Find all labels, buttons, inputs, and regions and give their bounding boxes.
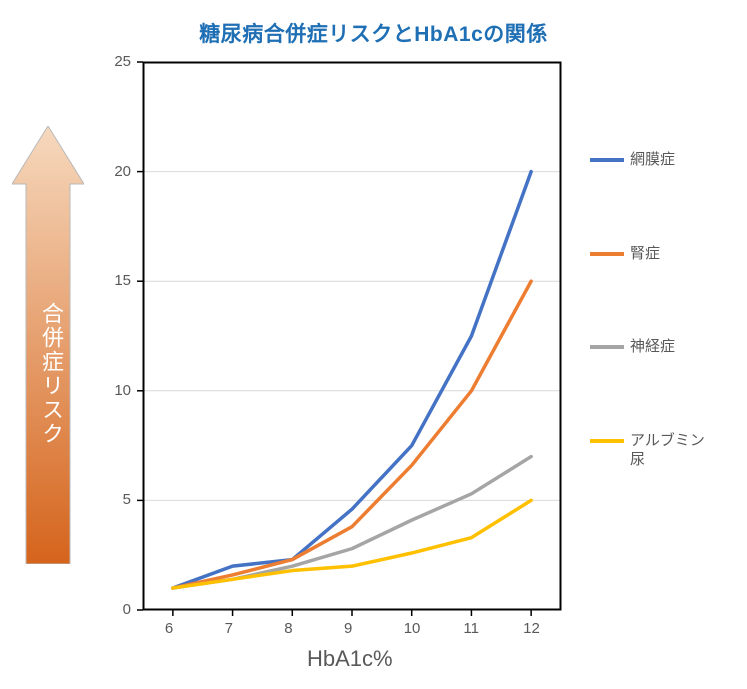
legend-swatch [590, 439, 624, 443]
legend-item: 網膜症 [590, 150, 710, 170]
risk-arrow-label: 合併症リスク [35, 214, 67, 534]
y-tick-label: 0 [123, 601, 131, 618]
x-tick-label: 9 [344, 620, 352, 637]
x-tick-label: 12 [523, 620, 540, 637]
x-tick-label: 10 [404, 620, 421, 637]
y-tick-label: 5 [123, 491, 131, 508]
legend: 網膜症腎症神経症アルブミン尿 [590, 150, 710, 470]
series-line [173, 281, 531, 588]
legend-label: 腎症 [630, 244, 660, 264]
x-tick-label: 8 [284, 620, 292, 637]
legend-item: 腎症 [590, 244, 710, 264]
chart-title: 糖尿病合併症リスクとHbA1cの関係 [0, 18, 747, 48]
x-tick-label: 11 [463, 620, 479, 637]
y-tick-label: 20 [114, 163, 131, 180]
legend-label: 網膜症 [630, 150, 675, 170]
x-axis-label: HbA1c% [307, 646, 393, 672]
legend-label: 神経症 [630, 337, 675, 357]
y-tick-label: 10 [114, 382, 131, 399]
legend-item: アルブミン尿 [590, 431, 710, 470]
legend-swatch [590, 158, 624, 162]
x-tick-label: 6 [165, 620, 173, 637]
y-tick-label: 15 [114, 272, 131, 289]
legend-swatch [590, 252, 624, 256]
y-tick-label: 25 [114, 53, 131, 70]
legend-swatch [590, 345, 624, 349]
risk-arrow: 合併症リスク [12, 126, 84, 564]
legend-label: アルブミン尿 [630, 431, 710, 470]
figure-root: 糖尿病合併症リスクとHbA1cの関係 合併症リスク HbA1c% 網膜症腎症神経… [0, 0, 747, 689]
line-chart-svg [143, 62, 561, 610]
legend-item: 神経症 [590, 337, 710, 357]
x-tick-label: 7 [225, 620, 233, 637]
line-chart [143, 62, 561, 610]
